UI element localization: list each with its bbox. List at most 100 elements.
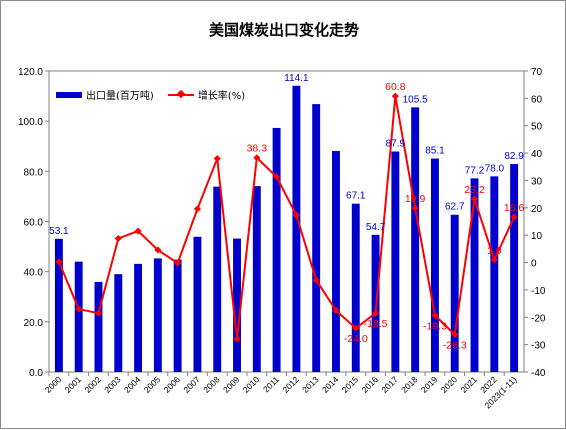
growth-data-label: 16.6 bbox=[504, 202, 525, 214]
bar bbox=[114, 274, 123, 372]
y-right-tick-label: 20 bbox=[531, 204, 543, 215]
growth-data-label: -24.0 bbox=[344, 333, 368, 345]
growth-marker bbox=[352, 324, 360, 332]
bar bbox=[233, 238, 241, 372]
bar-data-label: 62.7 bbox=[445, 202, 465, 213]
growth-marker bbox=[451, 330, 459, 339]
x-tick-label: 2010 bbox=[241, 374, 262, 395]
growth-marker bbox=[213, 155, 221, 163]
growth-marker bbox=[55, 258, 63, 266]
growth-marker bbox=[114, 234, 122, 243]
x-tick-label: 2013 bbox=[300, 374, 321, 395]
growth-data-label: -26.3 bbox=[443, 340, 467, 352]
bar-data-label: 87.9 bbox=[386, 139, 406, 150]
bar bbox=[173, 259, 182, 372]
legend-item-growth: 增长率(%) bbox=[167, 87, 246, 102]
bar bbox=[54, 238, 63, 372]
y-right-tick-label: 70 bbox=[531, 67, 543, 78]
growth-marker bbox=[391, 92, 399, 100]
x-tick-label: 2021 bbox=[458, 374, 479, 395]
legend-label-export: 出口量(百万吨) bbox=[86, 91, 154, 102]
x-tick-label: 2014 bbox=[320, 374, 341, 395]
growth-data-label: 60.8 bbox=[385, 81, 406, 93]
x-tick-label: 2001 bbox=[63, 374, 84, 395]
bar bbox=[134, 263, 143, 372]
x-tick-label: 2020 bbox=[439, 374, 460, 395]
x-tick-label: 2016 bbox=[360, 374, 381, 395]
bar-data-label: 105.5 bbox=[403, 94, 428, 105]
bar bbox=[153, 258, 162, 372]
legend-label-growth: 增长率(%) bbox=[197, 91, 246, 102]
y-left-tick-label: 120.0 bbox=[18, 67, 43, 78]
x-tick-label: 2012 bbox=[280, 374, 301, 395]
growth-marker bbox=[233, 335, 241, 343]
y-right-tick-label: -20 bbox=[531, 313, 546, 324]
bar bbox=[272, 127, 281, 372]
bar bbox=[94, 281, 103, 372]
x-tick-label: 2006 bbox=[162, 374, 183, 395]
bar-data-label: 53.1 bbox=[49, 226, 69, 237]
bar bbox=[332, 151, 340, 372]
y-right-tick-label: -10 bbox=[531, 286, 546, 297]
bar bbox=[391, 151, 400, 372]
growth-marker bbox=[253, 154, 261, 162]
bar-data-label: 82.9 bbox=[504, 151, 524, 162]
x-tick-label: 2019 bbox=[419, 374, 440, 395]
bar-data-label: 54.7 bbox=[366, 222, 386, 233]
bar bbox=[411, 107, 420, 372]
growth-data-label: 19.9 bbox=[405, 193, 426, 205]
growth-marker bbox=[431, 311, 439, 319]
y-right-tick-label: -30 bbox=[531, 341, 546, 352]
growth-marker bbox=[470, 195, 479, 203]
bar-data-label: 67.1 bbox=[346, 191, 366, 202]
growth-line bbox=[57, 96, 516, 340]
x-tick-label: 2008 bbox=[201, 374, 222, 395]
growth-marker bbox=[411, 204, 419, 212]
x-tick-label: 2002 bbox=[82, 374, 103, 395]
x-tick-label: 2018 bbox=[399, 374, 420, 395]
bar-data-label: 77.2 bbox=[465, 165, 485, 176]
x-tick-label: 2000 bbox=[43, 374, 64, 395]
bar bbox=[213, 186, 222, 372]
growth-marker bbox=[312, 276, 320, 284]
x-tick-label: 2015 bbox=[340, 374, 361, 395]
bar bbox=[510, 164, 519, 372]
bar-data-label: 114.1 bbox=[284, 73, 309, 84]
y-left-tick-label: 0.0 bbox=[29, 368, 43, 379]
growth-marker bbox=[292, 211, 300, 219]
growth-data-label: 38.3 bbox=[247, 143, 268, 155]
bar bbox=[470, 178, 479, 372]
growth-marker bbox=[490, 256, 498, 264]
chart-legend: 出口量(百万吨) 增长率(%) bbox=[56, 87, 259, 102]
chart-title: 美国煤炭出口变化走势 bbox=[208, 21, 359, 39]
bar bbox=[490, 176, 499, 372]
bar bbox=[292, 85, 301, 372]
x-tick-label: 2009 bbox=[221, 374, 242, 395]
growth-marker bbox=[134, 227, 142, 235]
bar bbox=[430, 158, 439, 372]
bar bbox=[312, 104, 321, 373]
x-tick-label: 2011 bbox=[261, 374, 281, 394]
y-right-tick-label: 40 bbox=[531, 149, 543, 160]
y-right-tick-label: 30 bbox=[531, 176, 543, 187]
y-left-tick-label: 80.0 bbox=[24, 167, 44, 178]
growth-marker bbox=[174, 259, 182, 267]
growth-data-label: -18.5 bbox=[364, 318, 388, 330]
legend-bar-swatch bbox=[56, 91, 82, 98]
growth-data-label: 23.2 bbox=[464, 184, 485, 196]
y-right-tick-label: 0 bbox=[531, 259, 537, 270]
y-left-tick-label: 40.0 bbox=[24, 268, 44, 279]
y-right-tick-label: -40 bbox=[531, 368, 546, 379]
growth-marker bbox=[94, 309, 103, 317]
growth-data-label: 1.0 bbox=[487, 245, 502, 257]
growth-marker bbox=[154, 246, 162, 254]
growth-marker bbox=[75, 305, 83, 313]
bar bbox=[193, 236, 202, 372]
y-right-tick-label: 60 bbox=[531, 94, 543, 105]
x-tick-label: 2007 bbox=[181, 374, 202, 395]
bar bbox=[74, 261, 83, 372]
x-tick-label: 2005 bbox=[142, 374, 163, 395]
bar bbox=[450, 214, 459, 372]
